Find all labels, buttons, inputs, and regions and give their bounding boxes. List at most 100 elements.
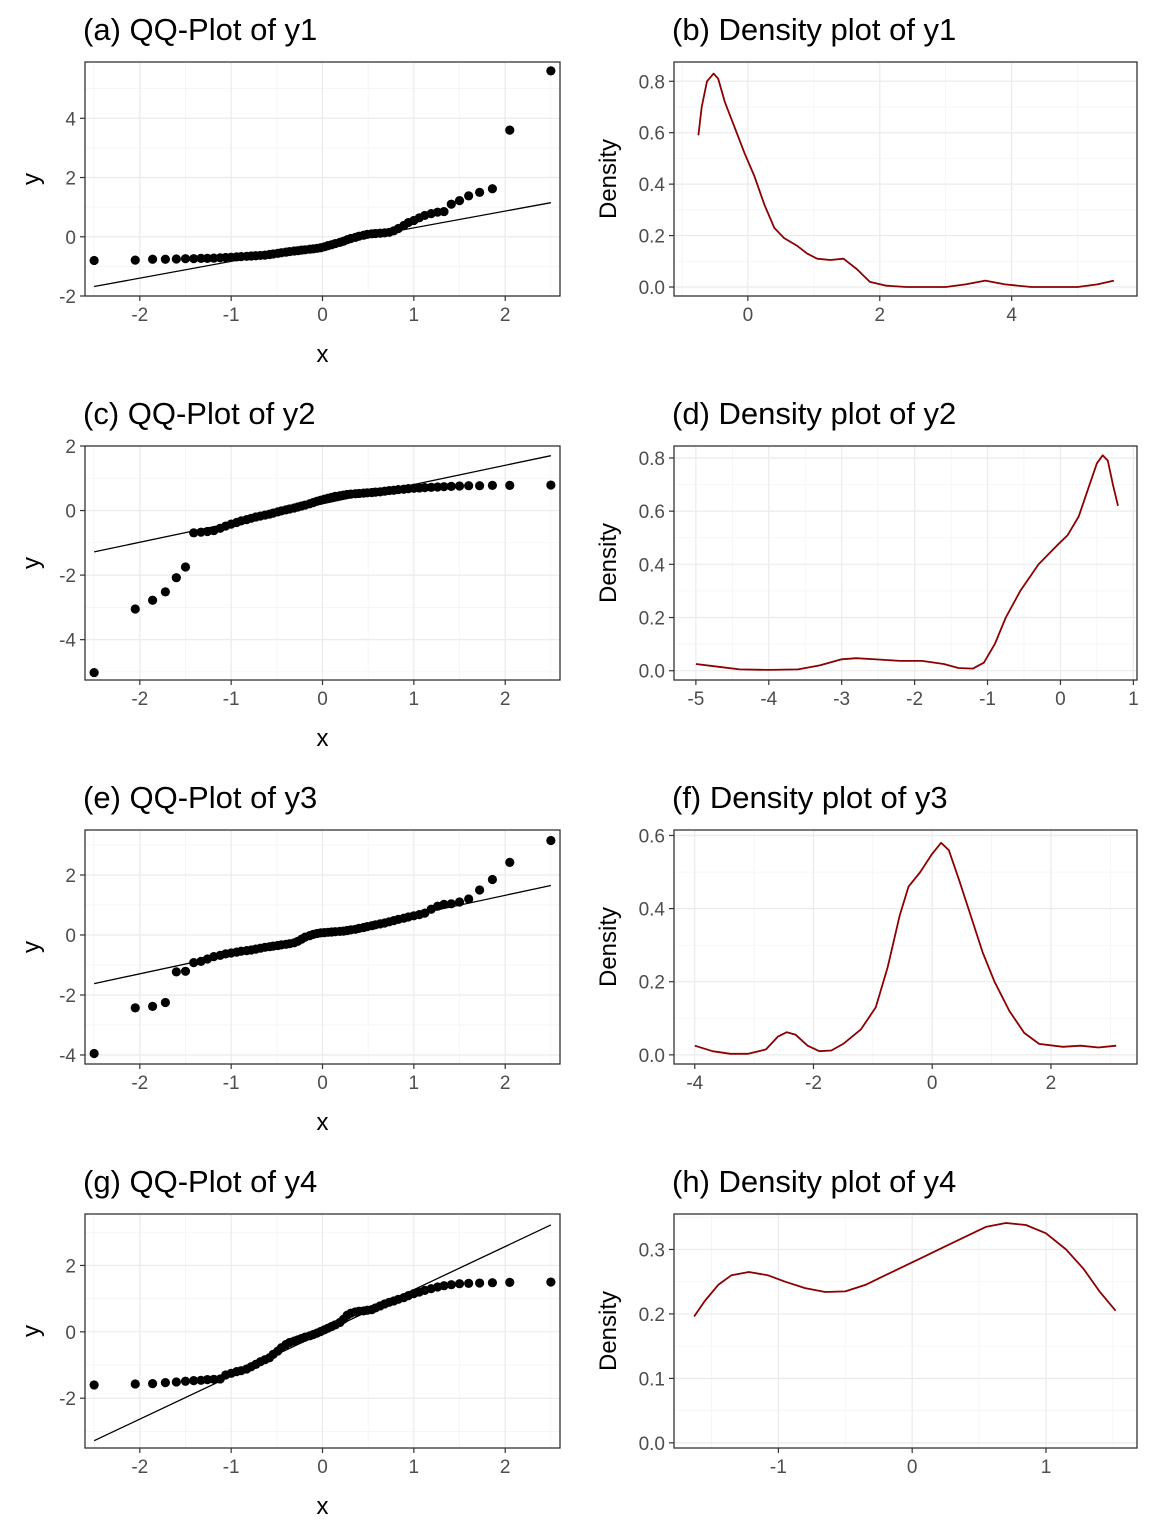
panel-g-y-tick-label: 2 [65,1256,76,1277]
panel-e-data-point [189,958,199,968]
panel-e-y-tick-label: -2 [59,986,76,1007]
panel-c: -2 -1 0 1 2 -4 -2 0 2 (c) QQ-Plot of y2 x y [18,396,561,752]
panel-d-x-tick-label: -3 [833,689,850,710]
panel-a-data-point [171,254,181,264]
panel-h-x-tick-label: 1 [1041,1457,1052,1478]
panel-e-plot-area [89,835,556,1059]
panel-a-plot-area [89,66,556,288]
panel-b-title: (b) Density plot of y1 [672,12,956,47]
panel-g-data-point [464,1278,474,1288]
panel-f-plot-area [694,841,1117,1055]
panel-c-data-point [546,480,556,490]
panel-h-y-tick-label: 0.0 [639,1434,665,1455]
panel-e-y-tick-label: 0 [65,926,76,947]
panel-f-frame [673,829,1138,1065]
panel-b-y-tick-label: 0.8 [639,72,665,93]
panel-g-data-point [189,1376,199,1386]
panel-a-x-tick-label: -1 [223,305,240,326]
panel-e-data-point [147,1001,158,1012]
panel-b-frame [673,61,1138,297]
panel-e-data-point [439,899,449,910]
panel-d-y-tick-label: 0.2 [639,609,665,630]
panel-g-data-point [180,1376,191,1386]
panel-h-y-tick-label: 0.3 [639,1240,665,1261]
panel-d: -5 -4 -3 -2 -1 0 1 0.0 0.2 0.4 0.6 0.8 (d) Density p… [595,396,1139,710]
panel-b-x-tick-label: 0 [743,305,754,326]
panel-e-x-axis-label: x [317,1109,329,1136]
panel-b-y-tick-label: 0.0 [639,278,665,299]
panel-c-plot-area [89,455,556,678]
panel-h-title: (h) Density plot of y4 [672,1164,956,1199]
panel-a-x-tick-label: -2 [131,305,148,326]
panel-e-data-point [454,897,465,907]
panel-g: -2 -1 0 1 2 -2 0 2 (g) QQ-Plot of y4 x y [18,1164,561,1520]
panel-g-data-point [454,1279,465,1289]
panel-a-y-tick-label: 4 [65,109,76,130]
panel-d-y-axis-label: Density [595,523,622,603]
panel-e-data-point [487,874,498,885]
panel-f-x-tick-label: 2 [1046,1073,1057,1094]
panel-g-data-point [439,1281,449,1291]
panel-d-x-tick-label: -4 [760,689,777,710]
panel-c-x-tick-label: 1 [409,689,420,710]
panel-h-y-axis-label: Density [595,1291,622,1371]
panel-c-x-tick-label: 2 [500,689,511,710]
panel-b-background [674,62,1137,296]
panel-c-y-tick-label: -2 [59,566,76,587]
panel-e-x-tick-label: 0 [317,1073,328,1094]
panel-a-data-point [180,254,191,264]
panel-a-data-point [446,199,456,209]
panel-f-x-tick-label: -4 [686,1073,703,1094]
panel-g-y-tick-label: 0 [65,1323,76,1344]
panel-g-data-point [130,1379,140,1389]
panel-a-data-point [454,196,465,206]
panel-c-data-point [454,481,465,491]
panel-a-data-point [130,255,140,265]
panel-e-data-point [171,967,181,977]
panel-h-plot-area [693,1222,1117,1318]
panel-g-data-point [546,1277,556,1287]
panel-g-data-point [505,1277,515,1287]
panel-d-y-tick-label: 0.6 [639,502,665,523]
panel-g-x-tick-label: 1 [409,1457,420,1478]
panel-f-y-tick-label: 0.4 [639,900,666,921]
panel-d-y-tick-label: 0.0 [639,662,665,683]
panel-b: 0 2 4 0.0 0.2 0.4 0.6 0.8 (b) Density plot of y1… [595,12,1138,326]
panel-h-x-tick-label: 0 [907,1457,918,1478]
panel-b-x-tick-label: 4 [1006,305,1017,326]
panel-c-data-point [439,482,449,492]
panel-a-data-point [475,187,485,197]
panel-g-data-point [446,1280,456,1290]
panel-g-x-tick-label: 0 [317,1457,328,1478]
panel-h-frame [673,1213,1138,1449]
panel-e-data-point [160,997,170,1008]
panel-d-density-line [695,454,1119,671]
panel-h: -1 0 1 0.0 0.1 0.2 0.3 (h) Density plot of y4 De… [595,1164,1138,1478]
panel-c-x-tick-label: -2 [131,689,148,710]
panel-h-density-line [693,1222,1117,1318]
panel-e-x-tick-label: 1 [409,1073,420,1094]
panel-f-y-axis-label: Density [595,907,622,987]
panel-d-title: (d) Density plot of y2 [672,396,956,431]
panel-e: -2 -1 0 1 2 -4 -2 0 2 (e) QQ-Plot of y3 x y [18,780,561,1136]
panel-b-x-tick-label: 2 [874,305,885,326]
panel-f-y-tick-label: 0.0 [639,1046,665,1067]
panel-a-data-point [89,255,99,266]
panel-c-data-point [130,604,140,614]
panel-g-plot-area [89,1224,556,1442]
panel-a-x-tick-label: 0 [317,305,328,326]
panel-c-y-tick-label: 2 [65,437,76,458]
panel-e-title: (e) QQ-Plot of y3 [83,780,317,815]
panel-c-y-tick-label: 0 [65,502,76,523]
panel-f-background [674,830,1137,1064]
panel-g-data-point [171,1377,181,1387]
panel-d-plot-area [695,454,1119,671]
panel-g-title: (g) QQ-Plot of y4 [83,1164,317,1199]
panel-a-data-point [196,253,206,263]
panel-c-data-point [487,480,498,490]
panel-c-data-point [171,573,181,583]
panel-c-data-point [89,667,99,678]
panel-f-density-line [694,841,1117,1055]
panel-g-x-tick-label: 2 [500,1457,511,1478]
